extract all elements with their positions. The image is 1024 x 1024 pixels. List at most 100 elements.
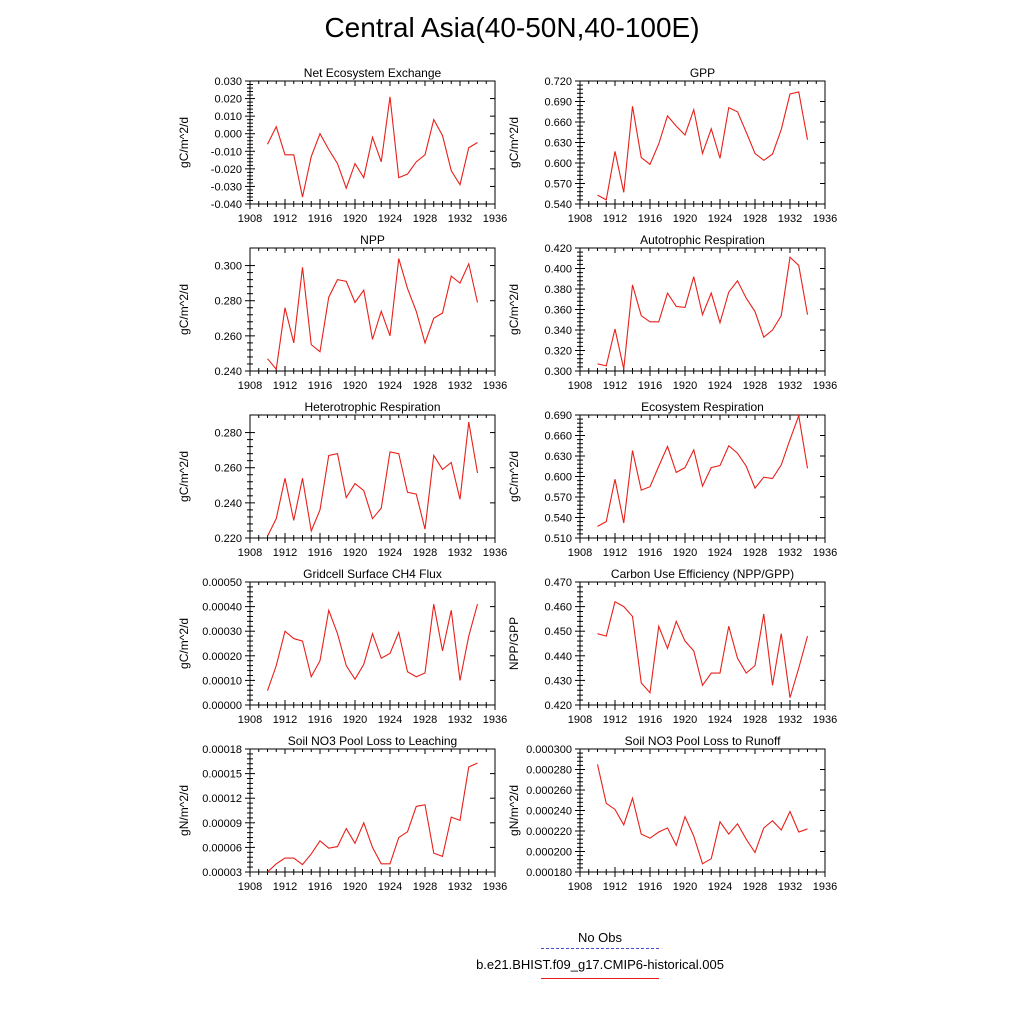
y-tick-label: 0.440 xyxy=(544,651,572,663)
y-tick-label: 0.010 xyxy=(214,111,242,123)
y-tick-label: 0.000280 xyxy=(526,765,572,777)
series-line-0 xyxy=(267,762,478,873)
x-tick-label: 1908 xyxy=(238,714,262,726)
chart-panel-1: GPP gC/m^2/d 1908 1912 1916 1920 1924 1928 1932 1… xyxy=(507,66,837,225)
y-tick-label: 0.000240 xyxy=(526,806,572,818)
chart-panel-7: Carbon Use Efficiency (NPP/GPP) NPP/GPP 19… xyxy=(507,567,837,726)
legend-model-line xyxy=(541,978,659,979)
y-tick-label: 0.00012 xyxy=(202,793,242,805)
y-axis-label: gC/m^2/d xyxy=(177,618,191,669)
y-tick-label: 0.240 xyxy=(214,498,242,510)
y-tick-label: -0.010 xyxy=(211,146,242,158)
figure-title: Central Asia(40-50N,40-100E) xyxy=(324,12,700,43)
chart-panel-3: Autotrophic Respiration gC/m^2/d 1908 1912 1… xyxy=(507,233,837,392)
x-tick-label: 1932 xyxy=(778,547,802,559)
y-tick-label: 0.000300 xyxy=(526,744,572,756)
legend-model-label: b.e21.BHIST.f09_g17.CMIP6-historical.005 xyxy=(476,957,724,972)
plot-frame xyxy=(249,581,496,706)
y-tick-label: 0.470 xyxy=(544,577,572,589)
x-tick-label: 1932 xyxy=(778,714,802,726)
x-tick-label: 1924 xyxy=(378,881,402,893)
x-tick-label: 1928 xyxy=(413,213,437,225)
x-tick-label: 1932 xyxy=(448,714,472,726)
panel-title: GPP xyxy=(690,66,715,80)
series-line-0 xyxy=(267,421,479,537)
y-tick-label: 0.00000 xyxy=(202,700,242,712)
chart-panel-8: Soil NO3 Pool Loss to Leaching gN/m^2/d 19… xyxy=(177,734,507,893)
series-line-0 xyxy=(597,91,809,201)
y-tick-label: 0.020 xyxy=(214,94,242,106)
y-axis-label: gC/m^2/d xyxy=(177,451,191,502)
x-tick-label: 1928 xyxy=(743,881,767,893)
panel-title: Gridcell Surface CH4 Flux xyxy=(303,567,442,581)
x-tick-label: 1936 xyxy=(483,213,507,225)
x-tick-label: 1908 xyxy=(568,881,592,893)
legend-obs-line xyxy=(541,948,659,949)
y-tick-label: 0.00009 xyxy=(202,818,242,830)
x-tick-label: 1912 xyxy=(273,881,297,893)
x-tick-label: 1912 xyxy=(273,714,297,726)
x-tick-label: 1912 xyxy=(603,547,627,559)
y-tick-label: 0.660 xyxy=(544,117,572,129)
x-tick-label: 1908 xyxy=(238,881,262,893)
panel-title: Soil NO3 Pool Loss to Leaching xyxy=(288,734,457,748)
plot-frame xyxy=(249,80,496,205)
y-tick-label: 0.690 xyxy=(544,97,572,109)
series-line-0 xyxy=(597,413,809,527)
y-tick-label: 0.430 xyxy=(544,675,572,687)
plot-frame xyxy=(249,414,496,539)
panel-title: Autotrophic Respiration xyxy=(640,233,765,247)
x-tick-label: 1932 xyxy=(778,881,802,893)
plot-frame xyxy=(579,414,826,539)
y-axis-label: gC/m^2/d xyxy=(177,117,191,168)
x-tick-label: 1908 xyxy=(238,213,262,225)
series-line-0 xyxy=(596,764,808,865)
x-tick-label: 1916 xyxy=(638,380,662,392)
x-tick-label: 1924 xyxy=(708,881,732,893)
x-tick-label: 1916 xyxy=(638,213,662,225)
x-tick-label: 1924 xyxy=(708,380,732,392)
x-tick-label: 1936 xyxy=(813,714,837,726)
y-tick-label: 0.600 xyxy=(544,158,572,170)
x-tick-label: 1924 xyxy=(378,547,402,559)
x-tick-label: 1916 xyxy=(638,714,662,726)
x-tick-label: 1920 xyxy=(343,881,367,893)
x-tick-label: 1936 xyxy=(813,881,837,893)
panel-title: NPP xyxy=(360,233,385,247)
x-tick-label: 1924 xyxy=(378,714,402,726)
y-tick-label: 0.360 xyxy=(544,305,572,317)
legend-obs-label: No Obs xyxy=(577,930,623,945)
x-tick-label: 1920 xyxy=(673,881,697,893)
y-tick-label: 0.240 xyxy=(214,366,242,378)
x-tick-label: 1928 xyxy=(413,380,437,392)
y-tick-label: -0.040 xyxy=(211,199,242,211)
x-tick-label: 1928 xyxy=(743,547,767,559)
x-tick-label: 1936 xyxy=(483,881,507,893)
y-tick-label: 0.00003 xyxy=(202,867,242,879)
chart-panel-5: Ecosystem Respiration gC/m^2/d 1908 1912 191… xyxy=(507,400,837,559)
x-tick-label: 1908 xyxy=(568,380,592,392)
x-tick-label: 1920 xyxy=(673,714,697,726)
x-tick-label: 1916 xyxy=(308,380,332,392)
y-tick-label: 0.630 xyxy=(544,451,572,463)
y-tick-label: 0.00015 xyxy=(202,769,242,781)
panel-title: Net Ecosystem Exchange xyxy=(304,66,442,80)
y-tick-label: 0.000260 xyxy=(526,785,572,797)
y-tick-label: 0.000 xyxy=(214,129,242,141)
y-tick-label: 0.030 xyxy=(214,76,242,88)
x-tick-label: 1932 xyxy=(778,380,802,392)
x-tick-label: 1908 xyxy=(238,380,262,392)
y-tick-label: 0.000180 xyxy=(526,867,572,879)
x-tick-label: 1912 xyxy=(273,547,297,559)
y-axis-label: gN/m^2/d xyxy=(507,785,521,836)
legend: No Obs b.e21.BHIST.f09_g17.CMIP6-histori… xyxy=(440,930,760,979)
x-tick-label: 1916 xyxy=(308,714,332,726)
y-axis-label: gC/m^2/d xyxy=(507,117,521,168)
x-tick-label: 1932 xyxy=(448,547,472,559)
x-tick-label: 1936 xyxy=(483,714,507,726)
y-tick-label: -0.030 xyxy=(211,181,242,193)
plot-frame xyxy=(579,748,826,873)
y-tick-label: 0.660 xyxy=(544,431,572,443)
y-tick-label: 0.420 xyxy=(544,700,572,712)
y-tick-label: 0.280 xyxy=(214,428,242,440)
